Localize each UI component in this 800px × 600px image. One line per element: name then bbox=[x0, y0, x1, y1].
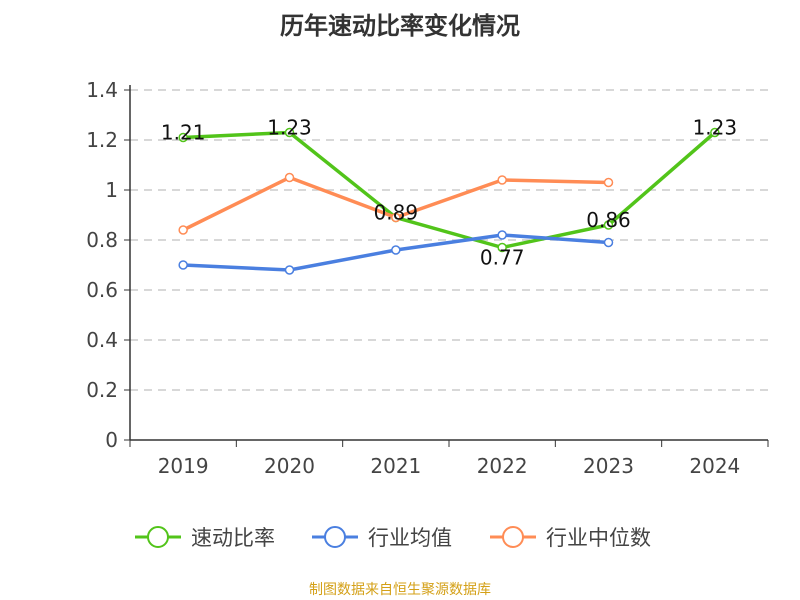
source-note: 制图数据来自恒生聚源数据库 bbox=[309, 582, 491, 598]
data-point bbox=[284, 127, 295, 138]
series-line bbox=[183, 130, 716, 250]
data-point bbox=[497, 242, 507, 253]
data-point bbox=[497, 175, 507, 185]
legend-label: 行业中位数 bbox=[546, 526, 651, 550]
x-tick-label: 2023 bbox=[583, 454, 634, 478]
legend-marker bbox=[324, 526, 346, 548]
chart-title: 历年速动比率变化情况 bbox=[280, 12, 520, 40]
data-label: 0.89 bbox=[374, 201, 419, 225]
y-tick-label: 0.8 bbox=[86, 228, 118, 252]
y-tick-label: 1.4 bbox=[86, 78, 118, 102]
data-point bbox=[603, 237, 614, 248]
x-tick-label: 2020 bbox=[264, 454, 315, 478]
data-label: 1.23 bbox=[267, 116, 312, 140]
x-tick-label: 2024 bbox=[689, 454, 740, 478]
data-point bbox=[603, 220, 614, 230]
data-point bbox=[603, 177, 614, 188]
data-point bbox=[284, 172, 295, 183]
legend-label: 速动比率 bbox=[191, 526, 275, 550]
data-point bbox=[391, 212, 401, 223]
y-tick-label: 1 bbox=[105, 178, 118, 202]
data-point bbox=[178, 260, 188, 270]
data-point bbox=[497, 230, 507, 240]
y-tick-label: 0 bbox=[105, 428, 118, 452]
y-tick-label: 0.4 bbox=[86, 328, 118, 352]
data-point bbox=[710, 127, 720, 138]
x-tick-label: 2022 bbox=[477, 454, 528, 478]
x-tick-label: 2021 bbox=[370, 454, 421, 478]
legend-label: 行业均值 bbox=[368, 526, 452, 550]
series-0 bbox=[178, 127, 720, 253]
data-point bbox=[178, 132, 188, 143]
y-tick-label: 1.2 bbox=[86, 128, 118, 152]
data-label: 0.77 bbox=[480, 246, 525, 270]
data-point bbox=[284, 265, 295, 275]
data-label: 0.86 bbox=[586, 208, 631, 232]
data-label: 1.23 bbox=[693, 116, 738, 140]
y-tick-label: 0.6 bbox=[86, 278, 118, 302]
y-tick-label: 0.2 bbox=[86, 378, 118, 402]
legend-marker bbox=[502, 526, 524, 548]
data-label: 1.21 bbox=[161, 121, 206, 145]
data-point bbox=[391, 245, 401, 255]
series-1 bbox=[178, 230, 614, 275]
data-point bbox=[178, 225, 188, 235]
series-2 bbox=[178, 172, 614, 235]
legend-marker bbox=[147, 526, 169, 548]
x-tick-label: 2019 bbox=[158, 454, 209, 478]
